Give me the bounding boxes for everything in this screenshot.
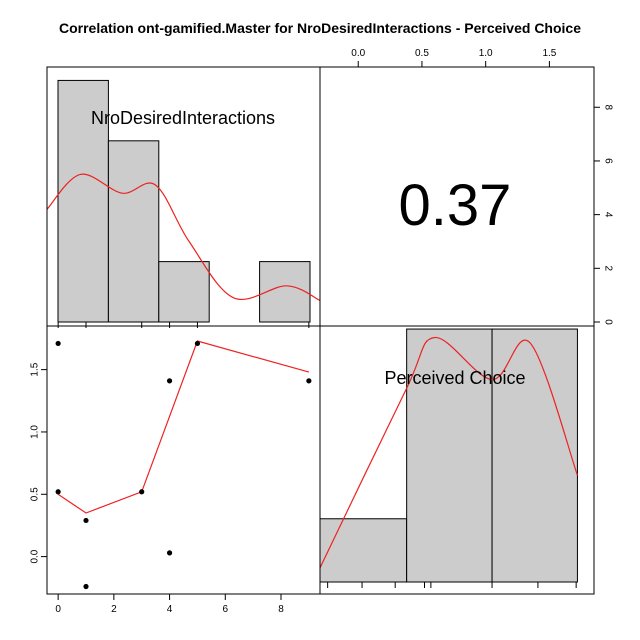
density-curve bbox=[319, 336, 578, 569]
y-tick-label: 0.5 bbox=[30, 487, 41, 501]
histogram-bar bbox=[107, 140, 160, 323]
y-tick-label: 0.0 bbox=[30, 549, 41, 563]
smoother-line bbox=[57, 340, 310, 514]
x-tick-label: 8 bbox=[278, 604, 284, 615]
scatter-point bbox=[83, 517, 89, 524]
y-tick-label: 8 bbox=[602, 104, 613, 110]
scatter-point bbox=[55, 489, 61, 495]
histogram-bar bbox=[406, 328, 493, 583]
x-tick-label: 4 bbox=[167, 604, 173, 615]
scatter-point bbox=[194, 340, 201, 347]
y-tick-label: 1.5 bbox=[30, 362, 41, 376]
x-tick-label: 6 bbox=[223, 604, 229, 615]
scatter-point bbox=[55, 340, 61, 347]
x-tick-label: 1.0 bbox=[479, 48, 493, 59]
variable-label-x: NroDesiredInteractions bbox=[91, 108, 275, 128]
y-tick-label: 6 bbox=[602, 158, 613, 164]
y-tick-label: 2 bbox=[602, 266, 613, 272]
scatter-point bbox=[166, 550, 173, 556]
y-tick-label: 4 bbox=[602, 212, 613, 218]
x-tick-label: 0 bbox=[55, 604, 61, 615]
scatter-point bbox=[83, 583, 89, 590]
chart-title: Correlation ont-gamified.Master for NroD… bbox=[58, 20, 581, 36]
variable-label-y: Perceived Choice bbox=[384, 368, 525, 388]
x-tick-label: 0.0 bbox=[351, 48, 365, 59]
y-tick-label: 1.0 bbox=[30, 425, 41, 439]
scatter-point bbox=[139, 489, 145, 495]
x-tick-label: 1.5 bbox=[542, 48, 556, 59]
x-tick-label: 0.5 bbox=[415, 48, 429, 59]
scatter-point bbox=[306, 378, 312, 384]
histogram-bar bbox=[158, 261, 210, 323]
density-curve bbox=[46, 173, 321, 302]
panel-frame bbox=[46, 325, 321, 595]
histogram-bar bbox=[491, 328, 578, 583]
x-tick-label: 2 bbox=[111, 604, 117, 615]
histogram-bar bbox=[319, 518, 408, 583]
y-tick-label: 0 bbox=[602, 319, 613, 325]
correlation-value: 0.37 bbox=[399, 173, 512, 238]
panel-frame bbox=[319, 325, 595, 595]
scatter-point bbox=[166, 378, 173, 384]
